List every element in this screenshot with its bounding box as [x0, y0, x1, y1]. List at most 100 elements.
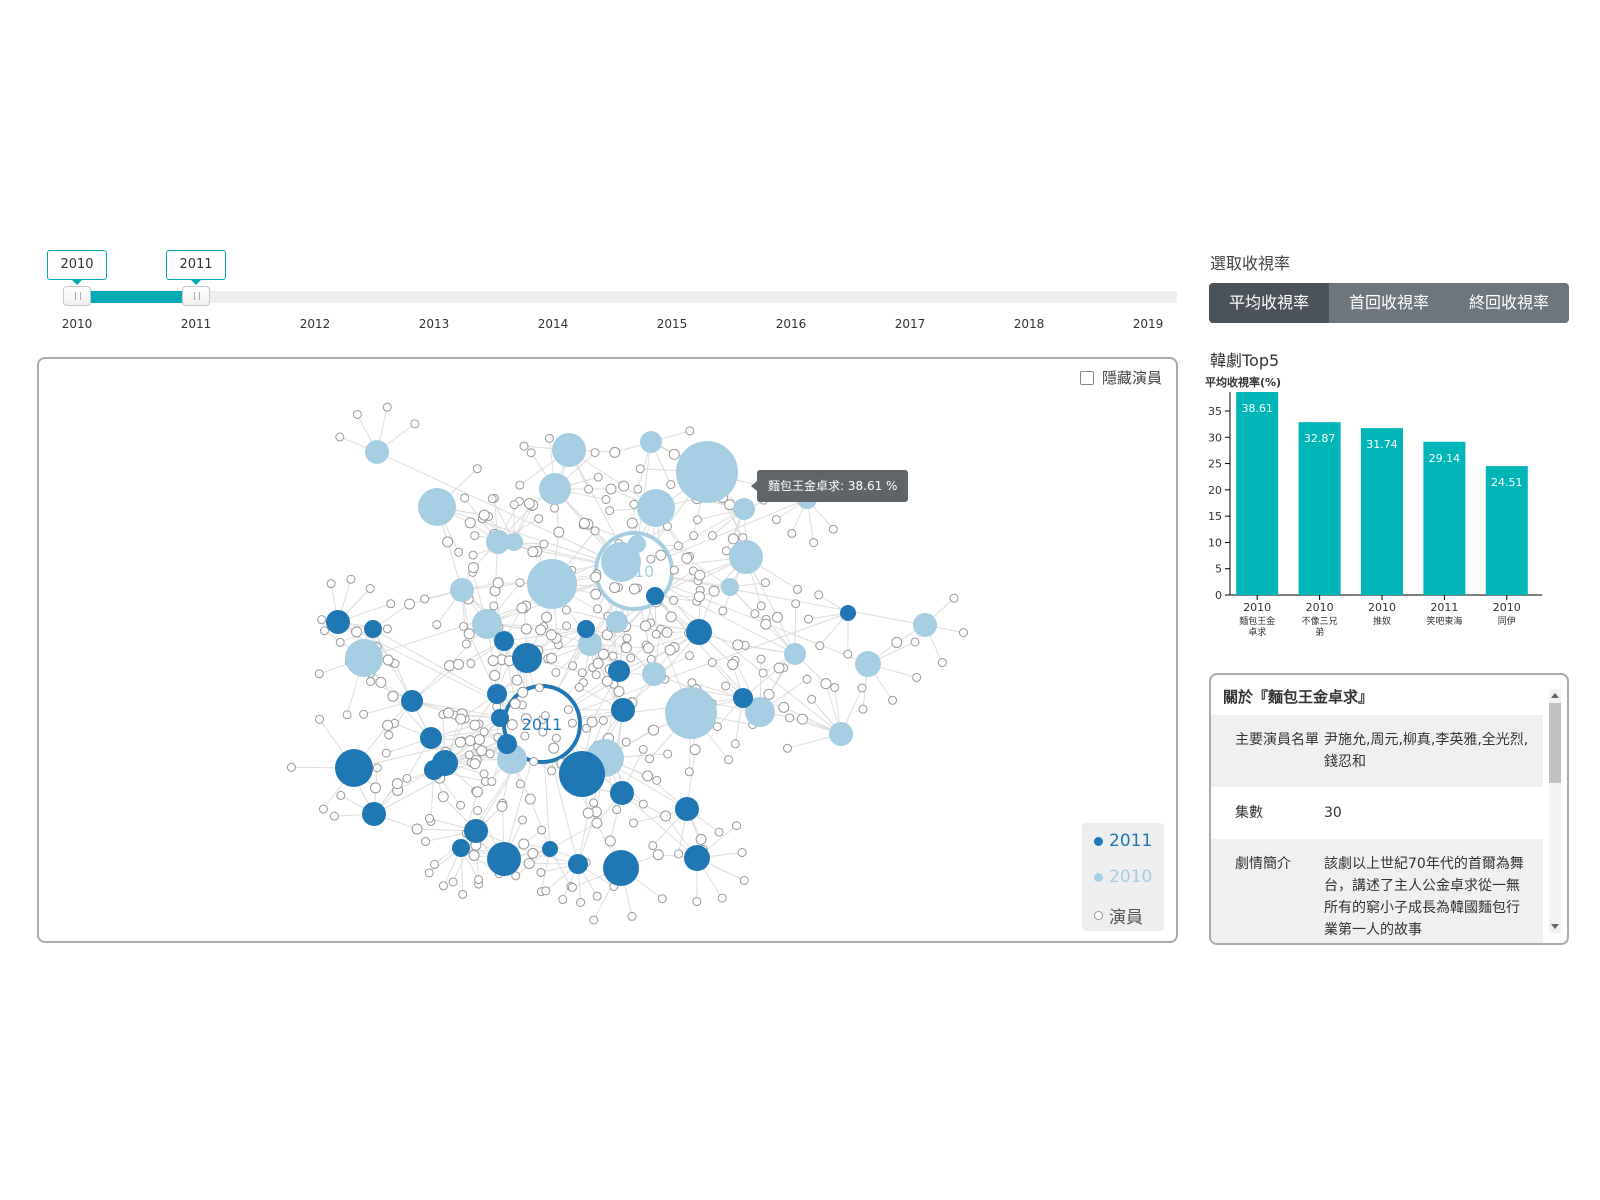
actor-node[interactable] [684, 767, 694, 777]
drama-node-2011[interactable] [487, 684, 507, 704]
actor-node[interactable] [802, 674, 812, 684]
actor-node[interactable] [464, 735, 476, 747]
actor-node[interactable] [590, 448, 600, 458]
actor-node[interactable] [756, 654, 766, 664]
actor-node[interactable] [651, 629, 661, 639]
actor-node[interactable] [857, 683, 867, 693]
drama-node-2010[interactable] [606, 611, 628, 633]
actor-node[interactable] [605, 506, 615, 516]
actor-node[interactable] [708, 585, 720, 597]
actor-node[interactable] [807, 694, 817, 704]
actor-node[interactable] [442, 707, 454, 719]
actor-node[interactable] [386, 599, 396, 609]
drama-node-2010[interactable] [345, 639, 383, 677]
actor-node[interactable] [737, 848, 747, 858]
actor-node[interactable] [910, 637, 920, 647]
actor-node[interactable] [568, 661, 578, 671]
drama-node-2010[interactable] [642, 662, 666, 686]
drama-node-2011[interactable] [684, 845, 710, 871]
actor-node[interactable] [551, 733, 561, 743]
actor-node[interactable] [487, 655, 499, 667]
actor-node[interactable] [526, 448, 536, 458]
actor-node[interactable] [655, 549, 667, 561]
actor-node[interactable] [626, 653, 636, 663]
actor-node[interactable] [689, 744, 701, 756]
slider-end-handle[interactable] [182, 286, 210, 306]
actor-node[interactable] [598, 715, 608, 725]
drama-node-2011[interactable] [452, 839, 470, 857]
actor-node[interactable] [320, 626, 330, 636]
actor-node[interactable] [648, 841, 658, 851]
actor-node[interactable] [652, 849, 664, 861]
actor-node[interactable] [509, 698, 521, 710]
actor-node[interactable] [590, 588, 602, 600]
actor-node[interactable] [763, 688, 775, 700]
actor-node[interactable] [496, 800, 508, 812]
actor-node[interactable] [550, 503, 560, 513]
actor-node[interactable] [511, 871, 521, 881]
drama-node-2011[interactable] [424, 760, 444, 780]
actor-node[interactable] [335, 432, 345, 442]
actor-node[interactable] [382, 654, 394, 666]
drama-node-2010[interactable] [721, 578, 739, 596]
drama-node-2011[interactable] [646, 587, 664, 605]
drama-node-2011[interactable] [840, 605, 856, 621]
actor-node[interactable] [912, 672, 922, 682]
actor-node[interactable] [527, 847, 539, 859]
drama-node-2010[interactable] [729, 540, 763, 574]
actor-node[interactable] [545, 629, 557, 641]
scroll-thumb[interactable] [1549, 703, 1561, 783]
actor-node[interactable] [592, 891, 602, 901]
actor-node[interactable] [454, 547, 464, 557]
actor-node[interactable] [424, 868, 434, 878]
actor-node[interactable] [589, 915, 599, 925]
actor-node[interactable] [375, 676, 387, 688]
drama-node-2010[interactable] [855, 651, 881, 677]
actor-node[interactable] [369, 782, 381, 794]
actor-node[interactable] [317, 615, 327, 625]
actor-node[interactable] [404, 598, 416, 610]
actor-node[interactable] [830, 682, 840, 692]
actor-node[interactable] [448, 877, 458, 887]
actor-node[interactable] [739, 875, 749, 885]
drama-node-2010[interactable] [665, 687, 717, 739]
actor-node[interactable] [487, 777, 497, 787]
drama-node-2011[interactable] [611, 698, 635, 722]
drama-node-2011[interactable] [686, 619, 712, 645]
actor-node[interactable] [809, 538, 819, 548]
drama-node-2011[interactable] [610, 781, 634, 805]
actor-node[interactable] [551, 667, 561, 677]
actor-node[interactable] [474, 875, 484, 885]
drama-node-2011[interactable] [512, 643, 542, 673]
first-rating-button[interactable]: 首回收視率 [1329, 283, 1449, 323]
actor-node[interactable] [760, 618, 772, 630]
actor-node[interactable] [666, 480, 676, 490]
actor-node[interactable] [814, 590, 824, 600]
actor-node[interactable] [642, 642, 654, 654]
actor-node[interactable] [815, 641, 825, 651]
actor-node[interactable] [707, 658, 717, 668]
drama-node-2011[interactable] [497, 734, 517, 754]
drama-node-2010[interactable] [601, 542, 641, 582]
actor-node[interactable] [547, 766, 557, 776]
drama-node-2010[interactable] [640, 431, 662, 453]
slider-start-handle[interactable] [63, 286, 91, 306]
actor-node[interactable] [515, 578, 525, 588]
actor-node[interactable] [387, 690, 399, 702]
actor-node[interactable] [372, 763, 382, 773]
actor-node[interactable] [581, 723, 591, 733]
actor-node[interactable] [461, 639, 471, 649]
actor-node[interactable] [724, 755, 734, 765]
actor-node[interactable] [470, 531, 480, 541]
actor-node[interactable] [472, 464, 482, 474]
actor-node[interactable] [661, 626, 673, 638]
actor-node[interactable] [541, 886, 551, 896]
actor-node[interactable] [286, 762, 296, 772]
year-range-slider[interactable]: 2010 2011 2010 2011 2012 2013 2014 2015 2016 20… [40, 250, 1177, 340]
actor-node[interactable] [424, 813, 434, 823]
actor-node[interactable] [646, 554, 656, 564]
actor-node[interactable] [518, 838, 530, 850]
actor-node[interactable] [778, 701, 790, 713]
actor-node[interactable] [517, 686, 529, 698]
actor-node[interactable] [382, 624, 392, 634]
